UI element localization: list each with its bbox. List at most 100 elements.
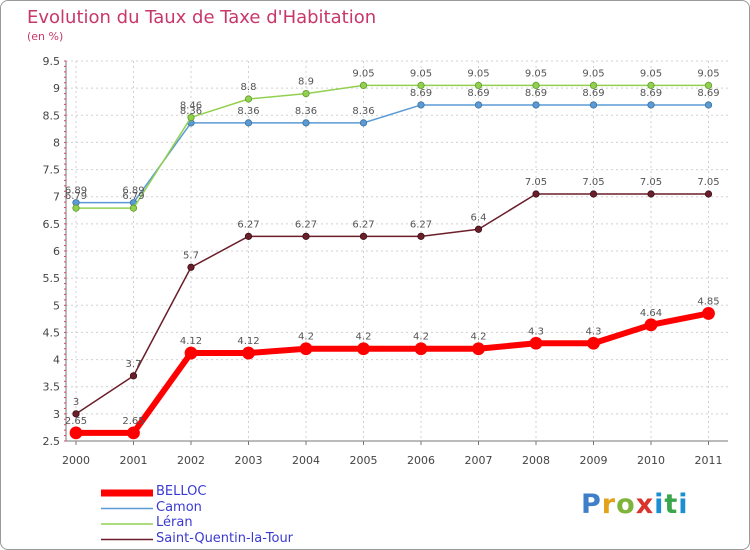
y-tick-label: 5 — [53, 299, 60, 312]
data-label-leran: 9.05 — [697, 68, 719, 79]
x-tick-label: 2007 — [465, 454, 493, 467]
x-tick-label: 2005 — [350, 454, 378, 467]
data-label-belloc: 4.2 — [471, 332, 487, 343]
data-point-belloc — [644, 318, 658, 332]
y-tick-label: 9.5 — [43, 55, 61, 68]
data-label-camon: 8.36 — [180, 106, 202, 117]
y-tick-label: 4 — [53, 354, 60, 367]
data-label-camon: 8.69 — [640, 88, 662, 99]
data-point-saint-quentin-la-tour — [589, 190, 598, 198]
data-point-belloc — [357, 342, 370, 356]
data-point-leran — [302, 89, 310, 98]
data-label-belloc: 4.3 — [528, 326, 544, 337]
data-point-belloc — [587, 336, 600, 350]
data-label-belloc: 4.64 — [640, 308, 662, 319]
data-label-saint-quentin-la-tour: 6.27 — [410, 219, 432, 230]
data-point-saint-quentin-la-tour — [302, 232, 310, 240]
x-tick-label: 2002 — [177, 454, 205, 467]
y-tick-label: 5.5 — [43, 272, 61, 285]
x-tick-label: 2011 — [695, 454, 723, 467]
data-label-leran: 8.46 — [180, 100, 202, 111]
data-label-saint-quentin-la-tour: 6.27 — [352, 219, 374, 230]
y-tick-label: 3.5 — [43, 381, 61, 394]
proxiti-logo: Proxiti — [581, 489, 689, 520]
data-point-leran — [244, 95, 253, 103]
data-label-camon: 8.69 — [525, 88, 547, 99]
y-tick-label: 4.5 — [43, 326, 61, 339]
data-label-saint-quentin-la-tour: 7.05 — [525, 177, 547, 188]
data-label-leran: 9.05 — [525, 68, 547, 79]
x-tick-label: 2004 — [292, 454, 320, 467]
data-label-saint-quentin-la-tour: 6.27 — [295, 219, 317, 230]
series-line-camon — [76, 104, 709, 204]
legend-label-camon: Camon — [156, 499, 202, 515]
y-tick-label: 7.5 — [43, 164, 61, 177]
data-point-leran — [647, 81, 655, 90]
legend-label-leran: Léran — [156, 515, 193, 530]
data-point-belloc — [702, 307, 715, 320]
data-label-camon: 8.69 — [467, 88, 489, 99]
x-tick-label: 2000 — [62, 454, 90, 467]
data-point-saint-quentin-la-tour — [532, 190, 540, 198]
data-label-belloc: 4.3 — [586, 326, 602, 337]
y-tick-label: 7 — [53, 191, 60, 204]
data-point-leran — [417, 81, 425, 90]
data-label-saint-quentin-la-tour: 6.27 — [237, 219, 259, 230]
series-line-saint-quentin-la-tour — [75, 193, 709, 415]
data-point-saint-quentin-la-tour — [359, 232, 368, 240]
data-point-leran — [474, 81, 483, 90]
data-point-camon — [704, 101, 713, 109]
data-label-leran: 6.79 — [65, 191, 87, 202]
data-point-belloc — [242, 346, 255, 360]
data-label-saint-quentin-la-tour: 7.05 — [640, 177, 662, 188]
chart-unit-label: (en %) — [27, 30, 64, 43]
data-label-leran: 9.05 — [467, 68, 489, 79]
data-label-belloc: 4.85 — [697, 296, 719, 307]
x-tick-label: 2008 — [522, 454, 550, 467]
data-point-leran — [187, 113, 195, 122]
x-tick-label: 2001 — [120, 454, 148, 467]
data-point-camon — [302, 119, 310, 127]
data-label-saint-quentin-la-tour: 3 — [73, 397, 79, 408]
y-tick-label: 8.5 — [43, 109, 61, 122]
data-label-belloc: 4.12 — [180, 336, 202, 347]
data-label-camon: 8.36 — [237, 106, 259, 117]
data-point-camon — [417, 101, 425, 109]
data-point-saint-quentin-la-tour — [129, 372, 138, 380]
data-point-leran — [589, 81, 598, 90]
data-label-leran: 8.8 — [241, 82, 257, 93]
data-point-belloc — [529, 336, 543, 350]
x-tick-label: 2006 — [407, 454, 435, 467]
data-point-belloc — [69, 426, 83, 440]
data-label-camon: 8.69 — [410, 88, 432, 99]
data-point-belloc — [127, 426, 140, 440]
data-point-saint-quentin-la-tour — [647, 190, 655, 198]
data-label-belloc: 4.2 — [298, 332, 314, 343]
data-label-belloc: 4.2 — [356, 332, 372, 343]
data-point-saint-quentin-la-tour — [474, 225, 483, 233]
data-point-saint-quentin-la-tour — [244, 232, 253, 240]
data-point-leran — [72, 204, 80, 212]
data-label-camon: 8.36 — [295, 106, 317, 117]
data-label-camon: 6.89 — [65, 186, 87, 197]
data-point-leran — [129, 204, 138, 212]
data-point-leran — [704, 81, 713, 90]
data-label-saint-quentin-la-tour: 3.7 — [126, 359, 142, 370]
data-point-camon — [532, 101, 540, 109]
data-point-saint-quentin-la-tour — [704, 190, 713, 198]
data-label-belloc: 4.2 — [413, 332, 429, 343]
data-point-belloc — [184, 346, 198, 360]
data-label-camon: 8.69 — [582, 88, 604, 99]
data-label-leran: 9.05 — [352, 68, 374, 79]
data-label-belloc: 2.65 — [65, 416, 87, 427]
y-tick-label: 6.5 — [43, 218, 61, 231]
data-point-camon — [589, 101, 598, 109]
data-point-belloc — [299, 342, 313, 356]
data-label-saint-quentin-la-tour: 7.05 — [582, 177, 604, 188]
data-point-belloc — [472, 342, 485, 356]
data-label-belloc: 2.65 — [122, 416, 144, 427]
y-tick-label: 6 — [53, 245, 60, 258]
data-label-leran: 8.9 — [298, 77, 314, 88]
